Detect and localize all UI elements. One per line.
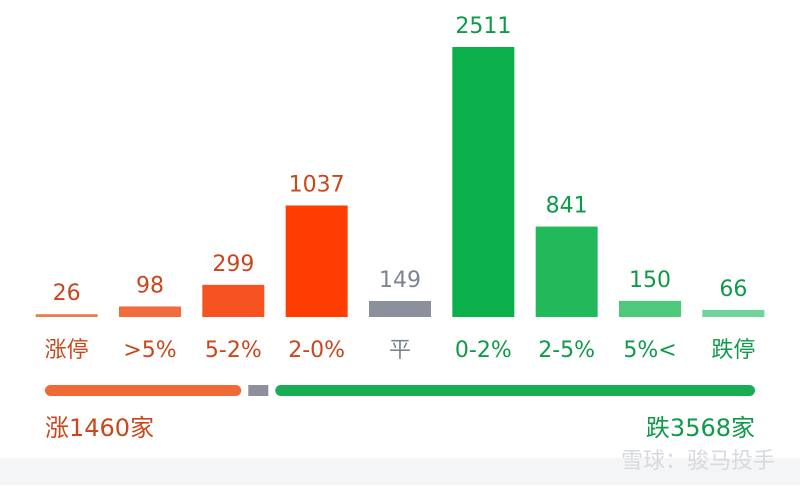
- bar: [119, 306, 181, 317]
- value-label: 841: [546, 194, 588, 219]
- value-label: 149: [379, 268, 421, 293]
- bar: [535, 226, 598, 317]
- category-label: 0-2%: [455, 338, 512, 363]
- value-label: 98: [136, 273, 164, 298]
- value-label: 299: [212, 252, 254, 277]
- proportion-segment: [275, 385, 755, 396]
- proportion-segment: [248, 385, 269, 396]
- value-label: 150: [629, 268, 671, 293]
- value-label: 2511: [455, 14, 511, 39]
- watermark: 雪球：骏马投手: [621, 449, 775, 474]
- category-label: 涨停: [45, 338, 89, 363]
- category-label: 5%<: [623, 338, 676, 363]
- category-label: 2-5%: [538, 338, 595, 363]
- bar: [369, 300, 431, 317]
- category-label: 跌停: [711, 338, 755, 363]
- category-label: 平: [389, 338, 411, 363]
- footer-strip: [0, 458, 800, 485]
- category-label: >5%: [123, 338, 176, 363]
- value-label: 66: [719, 277, 747, 302]
- bar: [202, 284, 265, 317]
- bar: [619, 300, 681, 317]
- category-label: 2-0%: [288, 338, 345, 363]
- bar: [452, 47, 515, 317]
- bar: [285, 205, 348, 317]
- value-label: 1037: [289, 172, 345, 197]
- down-summary: 跌3568家: [646, 414, 755, 442]
- value-label: 26: [53, 281, 81, 306]
- bar: [702, 309, 765, 317]
- proportion-segment: [45, 385, 242, 396]
- bar: [35, 314, 98, 317]
- category-label: 5-2%: [205, 338, 262, 363]
- up-summary: 涨1460家: [45, 414, 154, 442]
